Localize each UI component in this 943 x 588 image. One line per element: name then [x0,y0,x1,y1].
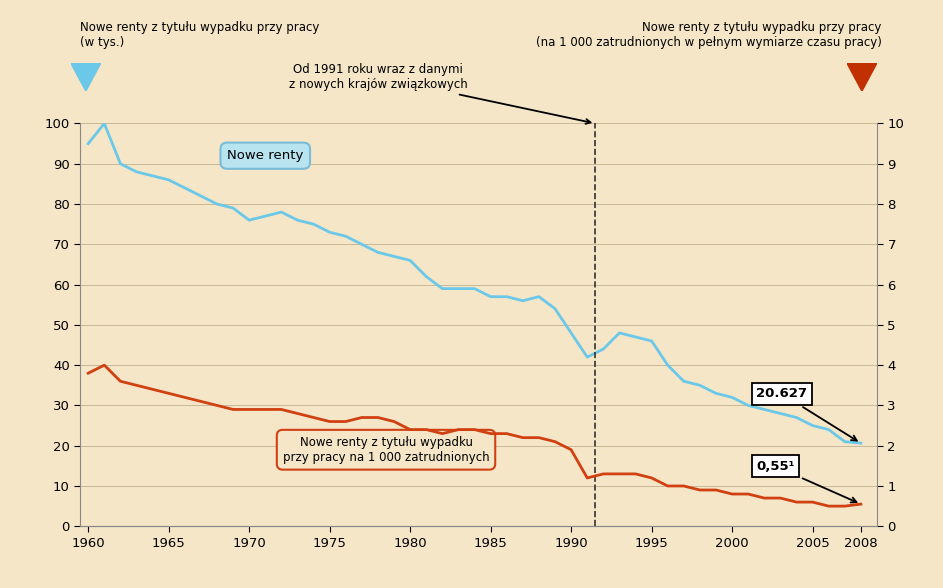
Text: Nowe renty: Nowe renty [227,149,304,162]
Text: 20.627: 20.627 [756,387,857,440]
Text: Nowe renty z tytułu wypadku przy pracy
(w tys.): Nowe renty z tytułu wypadku przy pracy (… [80,21,320,49]
Text: Nowe renty z tytułu wypadku przy pracy
(na 1 000 zatrudnionych w pełnym wymiarze: Nowe renty z tytułu wypadku przy pracy (… [536,21,882,49]
Polygon shape [847,63,877,91]
Text: Nowe renty z tytułu wypadku
przy pracy na 1 000 zatrudnionych: Nowe renty z tytułu wypadku przy pracy n… [283,436,489,464]
Text: 0,55¹: 0,55¹ [756,460,856,503]
Polygon shape [71,63,101,91]
Text: Od 1991 roku wraz z danymi
z nowych krajów związkowych: Od 1991 roku wraz z danymi z nowych kraj… [289,64,590,124]
